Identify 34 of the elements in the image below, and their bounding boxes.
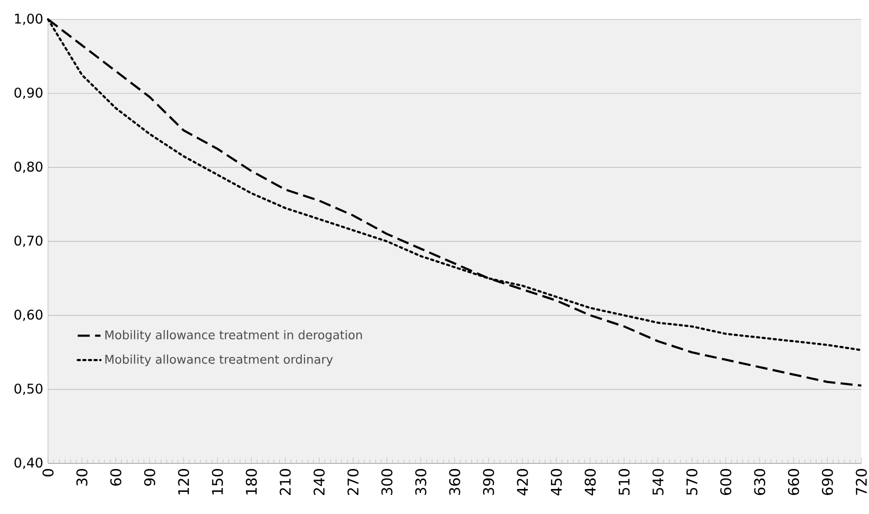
x-tick-label: 240 <box>314 469 325 495</box>
x-tick-label: 180 <box>246 469 257 494</box>
x-tick-label: 510 <box>618 469 630 495</box>
legend-label: Mobility allowance treatment in derogation <box>105 330 362 342</box>
x-tick-label: 540 <box>652 469 664 495</box>
y-tick-label: 0,80 <box>14 162 42 174</box>
x-tick-label: 330 <box>415 469 426 495</box>
x-tick-label: 60 <box>110 469 122 486</box>
x-tick-label: 30 <box>76 469 88 486</box>
x-tick-label: 360 <box>449 469 460 495</box>
x-tick-label: 270 <box>347 469 359 495</box>
x-tick-label: 0 <box>42 469 54 476</box>
x-tick-label: 690 <box>822 469 833 495</box>
x-tick-label: 450 <box>550 469 562 496</box>
x-tick-label: 660 <box>788 469 800 495</box>
legend-label: Mobility allowance treatment ordinary <box>105 354 333 366</box>
x-tick-label: 210 <box>280 469 291 495</box>
x-tick-label: 630 <box>754 469 766 495</box>
x-tick-label: 150 <box>212 469 223 494</box>
y-tick-label: 0,90 <box>14 88 42 100</box>
y-tick-label: 0,60 <box>14 310 42 322</box>
x-tick-label: 570 <box>686 469 698 495</box>
y-tick-label: 0,50 <box>14 384 42 396</box>
y-tick-label: 0,40 <box>14 458 42 470</box>
x-tick-label: 120 <box>178 469 190 494</box>
x-tick-label: 300 <box>381 469 392 495</box>
x-tick-label: 480 <box>584 469 596 496</box>
x-tick-label: 390 <box>483 469 494 495</box>
x-tick-label: 90 <box>144 469 156 486</box>
y-tick-label: 1,00 <box>15 14 42 26</box>
x-tick-label: 420 <box>516 469 528 496</box>
y-tick-label: 0,70 <box>14 236 42 248</box>
x-tick-label: 720 <box>856 469 867 495</box>
x-tick-label: 600 <box>720 469 732 495</box>
